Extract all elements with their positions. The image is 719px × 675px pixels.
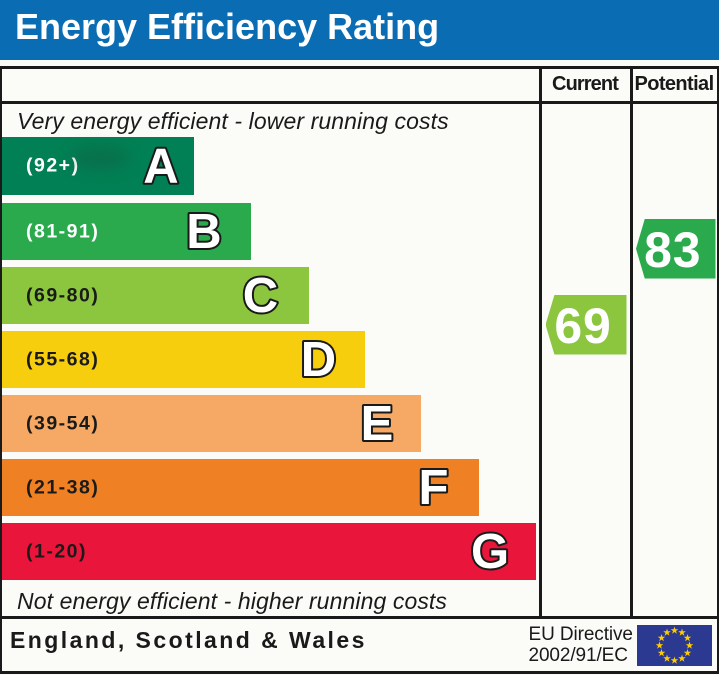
svg-text:E: E <box>361 397 394 451</box>
svg-text:G: G <box>471 525 509 579</box>
svg-text:B: B <box>186 205 221 259</box>
svg-text:C: C <box>243 269 278 323</box>
svg-text:F: F <box>419 461 449 515</box>
svg-text:D: D <box>301 333 336 387</box>
svg-text:A: A <box>143 140 178 194</box>
